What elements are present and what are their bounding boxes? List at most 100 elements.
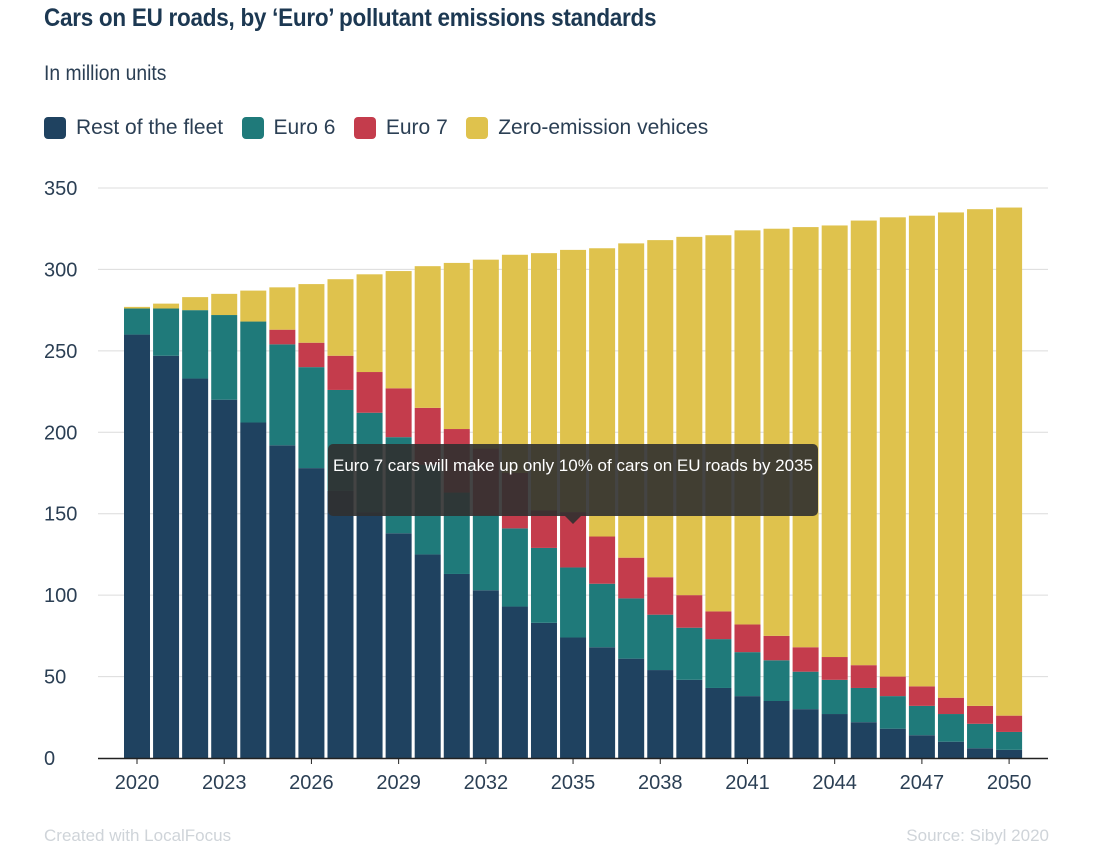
bar-segment [937,741,964,758]
bar-segment [821,679,848,715]
legend-label-euro-6: Euro 6 [273,116,336,139]
bar-segment [908,735,935,758]
x-tick-label: 2047 [900,772,945,794]
bar-segment [792,671,819,710]
y-tick-label: 150 [44,504,77,526]
bar-segment [211,315,238,400]
bar-segment [734,230,761,625]
bar-segment [240,422,267,758]
bar-segment [967,209,994,706]
bar-segment [269,344,296,446]
bar-segment [618,598,645,659]
legend-label-rest-of-fleet: Rest of the fleet [76,116,224,139]
bar-segment [356,372,383,413]
bar-segment [153,303,180,309]
bar-segment [647,614,674,671]
axes: 0 50 100 150 200 250 300 350 2020 2023 2026 2029 203… [44,178,1048,794]
bar-segment [879,217,906,677]
bar-segment [996,749,1023,758]
bar-segment [705,235,732,612]
bar-segment [647,670,674,758]
bar-segment [937,697,964,715]
bar-segment [153,308,180,356]
bar-segment [182,378,209,758]
y-tick-label: 200 [44,422,77,444]
legend-item-euro-6[interactable]: Euro 6 [241,116,336,140]
source-text: Source: Sibyl 2020 [906,826,1049,845]
bar-segment [182,297,209,311]
legend-swatch-euro-6 [241,117,264,139]
bar-segment [385,388,412,438]
legend: Rest of the fleet Euro 6 Euro 7 Zero-emi… [44,116,722,148]
bar-segment [763,635,790,661]
bar-segment [763,228,790,636]
bar-segment [996,731,1023,750]
bar-segment [589,536,616,584]
bar-segment [443,262,470,430]
bar-segment [240,290,267,322]
bar-segment [530,547,557,623]
bar-segment [967,705,994,724]
bar-segment [967,723,994,749]
y-tick-label: 350 [44,178,77,200]
bar-segment [385,271,412,389]
legend-label-euro-7: Euro 7 [385,116,448,139]
bar-segment [153,355,180,758]
bar-segment [356,274,383,373]
annotation-tooltip: Euro 7 cars will make up only 10% of car… [328,444,818,516]
y-tick-label: 0 [44,748,55,770]
credit-text[interactable]: Created with LocalFocus [44,826,232,845]
bar-segment [763,660,790,701]
x-tick-label: 2032 [464,772,509,794]
bar-segment [792,647,819,672]
bar-segment [530,622,557,758]
x-tick-label: 2050 [987,772,1032,794]
bar-segment [124,334,150,758]
bar-segment [850,687,877,723]
bar-segment [472,515,499,591]
legend-item-zero-emission[interactable]: Zero-emission vehices [466,116,708,140]
x-tick-label: 2026 [289,772,334,794]
bar-segment [705,611,732,640]
bar-segment [298,284,325,343]
bar-segment [589,647,616,758]
bar-segment [879,696,906,729]
bar-segment [908,686,935,706]
x-tick-label: 2029 [376,772,421,794]
bar-segment [182,310,209,379]
bar-segment [124,308,150,335]
bar-segment [327,279,354,356]
bar-segment [211,293,238,316]
bar-segment [560,637,587,758]
chart-subtitle: In million units [44,62,167,85]
x-tick-label: 2041 [725,772,770,794]
bar-segment [298,468,325,758]
stacked-bar-chart: 0 50 100 150 200 250 300 350 2020 2023 2026 2029 203… [44,178,1048,794]
bar-segment [821,225,848,658]
bar-segment [879,676,906,697]
bar-segment [618,658,645,758]
bar-segment [676,236,703,596]
bar-segment [124,306,150,309]
y-tick-label: 50 [44,667,66,689]
bar-segment [530,510,557,548]
bar-segment [937,212,964,698]
bar-segment [501,528,528,607]
legend-swatch-rest-of-fleet [44,117,66,139]
legend-item-euro-7[interactable]: Euro 7 [353,116,448,140]
legend-item-rest-of-fleet[interactable]: Rest of the fleet [44,116,223,140]
bar-segment [996,715,1023,732]
bar-segment [821,657,848,680]
bar-segment [269,329,296,345]
bar-segment [676,595,703,628]
y-tick-label: 100 [44,585,77,607]
bar-segment [879,728,906,758]
bar-segment [647,240,674,578]
bar-segment [443,573,470,758]
bar-segment [327,490,354,758]
bar-segment [472,259,499,449]
legend-swatch-euro-7 [353,117,376,139]
bar-segment [356,512,383,758]
bar-segment [560,567,587,638]
bar-segment [501,254,528,473]
